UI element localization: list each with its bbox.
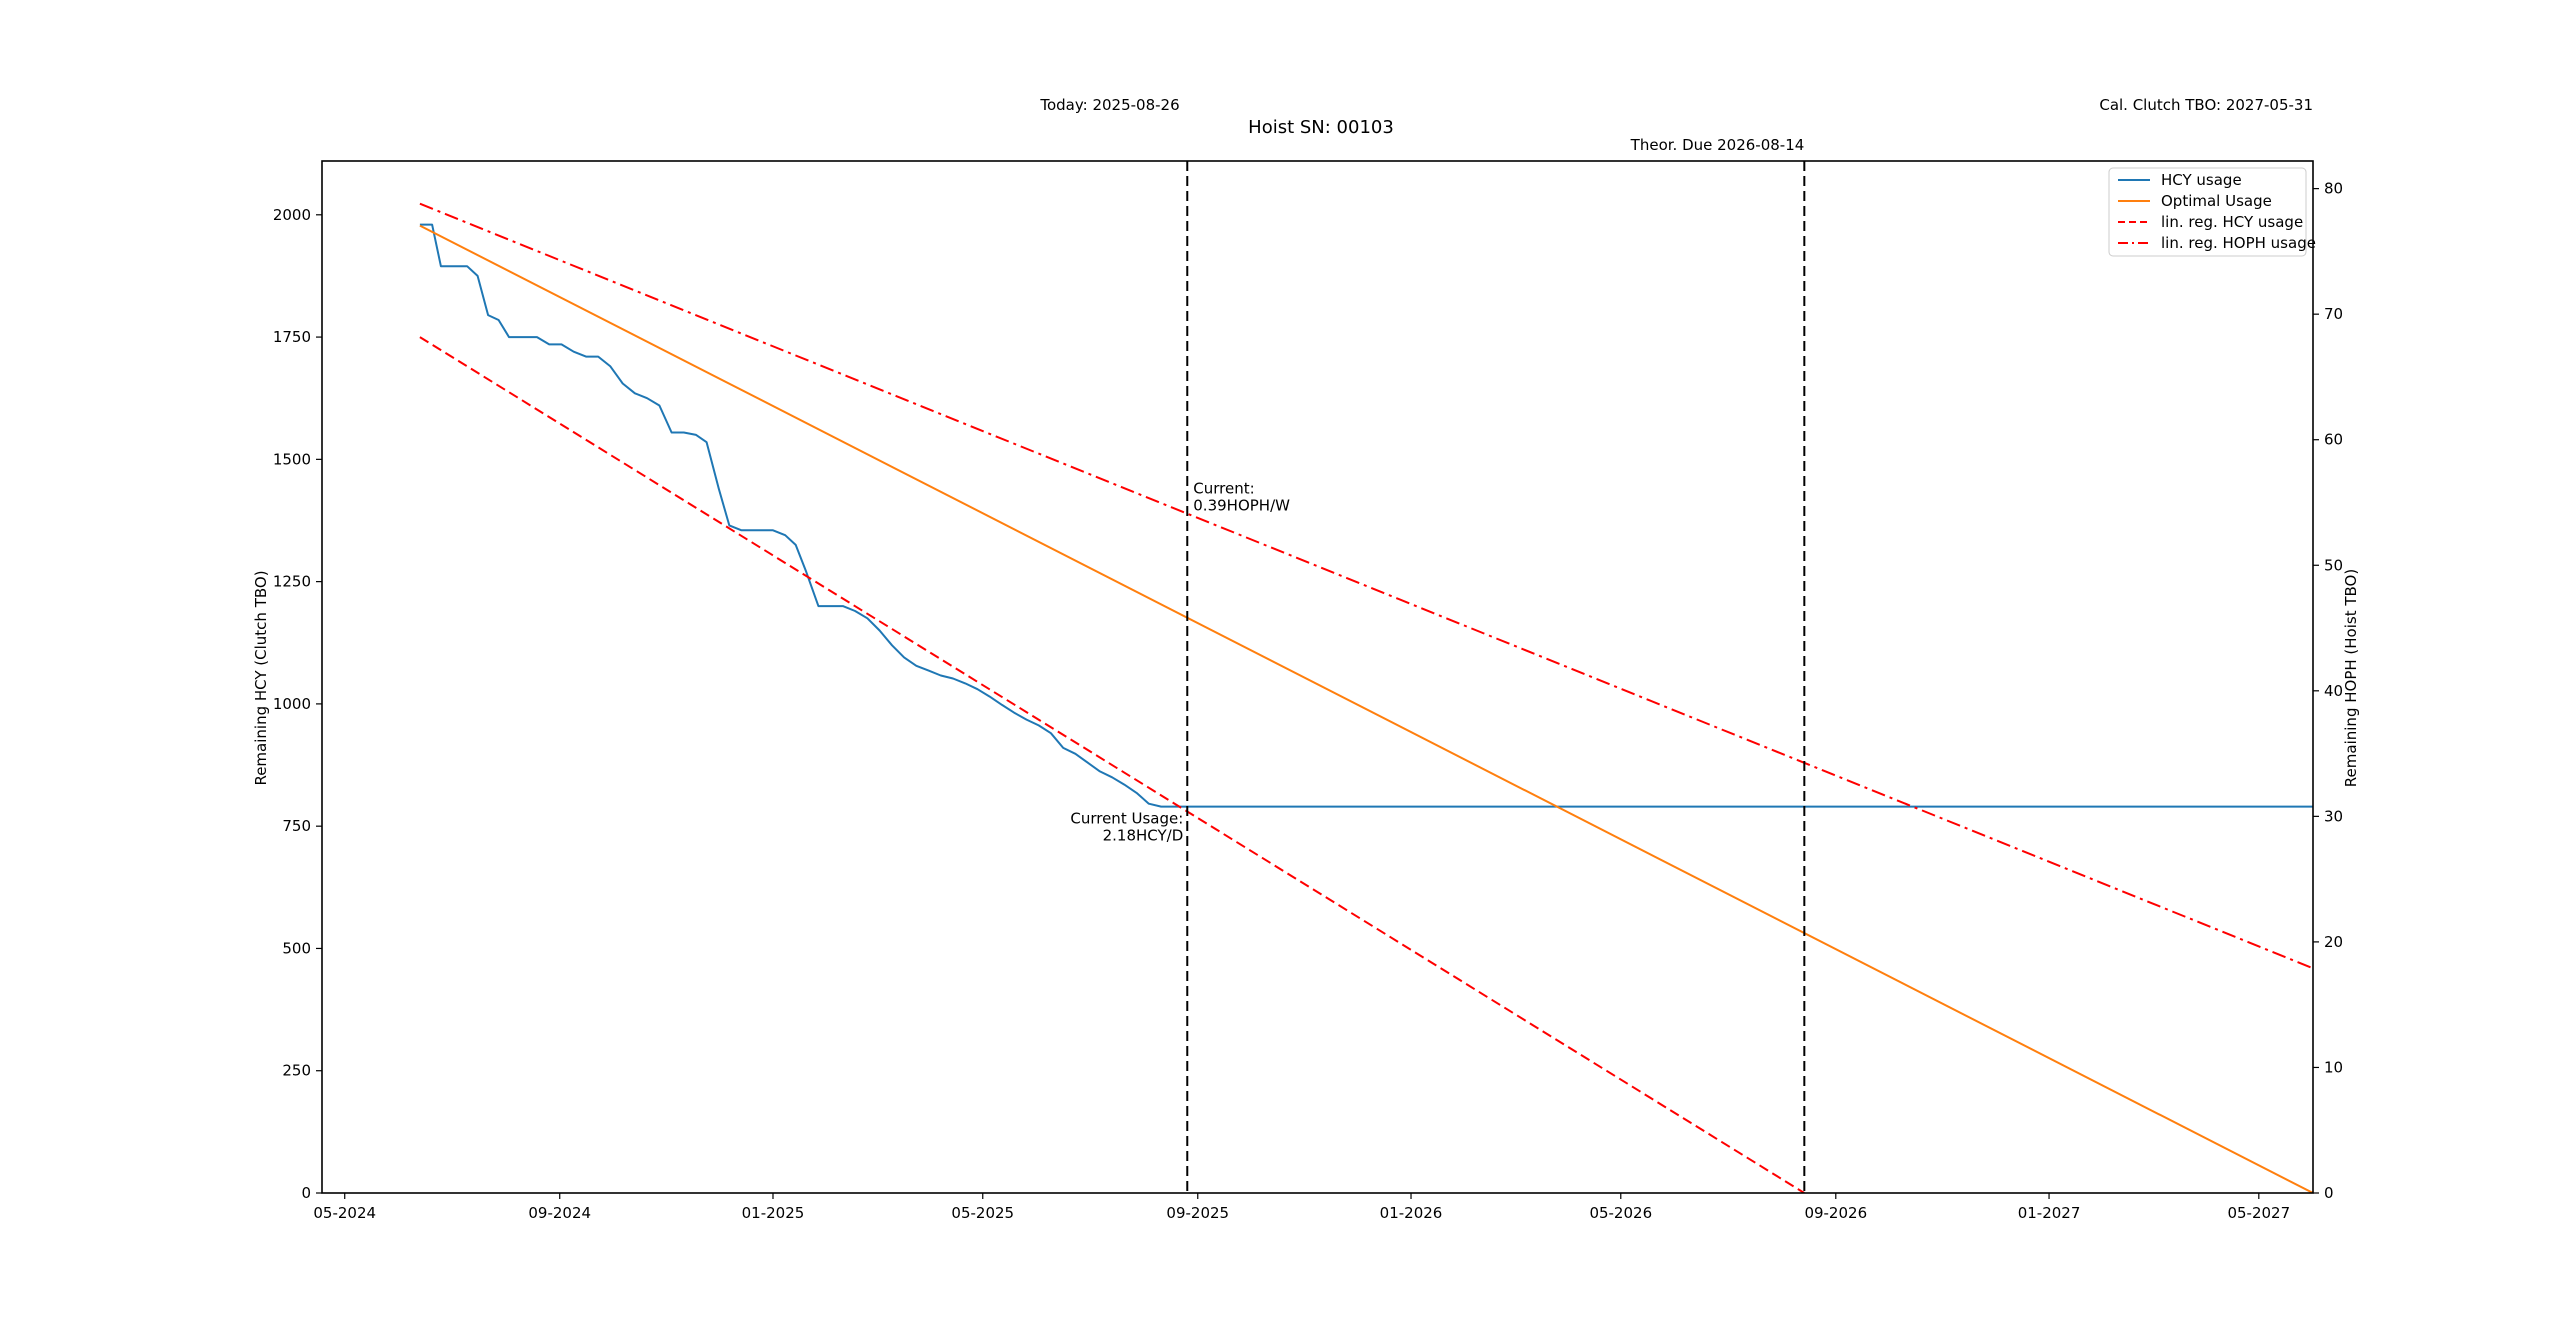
y2-tick-label: 80 [2324,180,2343,198]
legend-label-2: lin. reg. HCY usage [2161,213,2303,231]
x-tick-label: 05-2026 [1589,1204,1652,1222]
x-tick-label: 01-2025 [742,1204,805,1222]
y-tick-label: 1750 [273,328,311,346]
x-tick-label: 09-2026 [1804,1204,1867,1222]
axis-ticks: 05-2024 09-2024 01-2025 05-2025 09-2025 01-20… [273,180,2343,1222]
y2-axis-label: Remaining HOPH (Hoist TBO) [2342,569,2360,787]
vline-label: Theor. Due 2026-08-14 [1630,136,1805,154]
series-line-1 [419,224,2313,1193]
series-layer [419,202,2313,1193]
y2-tick-label: 10 [2324,1058,2343,1076]
y2-tick-label: 70 [2324,305,2343,323]
y-tick-label: 1000 [273,695,311,713]
plot-frame [321,160,2314,1194]
header-today: Today: 2025-08-26 [1039,96,1179,114]
y-axis-label: Remaining HCY (Clutch TBO) [252,570,270,785]
series-line-2 [419,336,1805,1193]
x-tick-label: 01-2027 [2018,1204,2081,1222]
y2-tick-label: 60 [2324,431,2343,449]
x-tick-label: 09-2024 [528,1204,591,1222]
annotation-layer: Current: 0.39HOPH/W Current Usage:2.18HCY… [1070,480,1290,845]
x-tick-label: 09-2025 [1166,1204,1229,1222]
legend-label-0: HCY usage [2161,171,2242,189]
annotation-text: Current Usage: [1070,810,1183,828]
y-tick-label: 1250 [273,573,311,591]
y-tick-label: 750 [282,817,311,835]
y2-tick-label: 50 [2324,556,2343,574]
y-tick-label: 1500 [273,450,311,468]
legend-box [2108,167,2307,257]
legend: HCY usage Optimal Usage lin. reg. HCY usag… [2108,167,2316,257]
y-tick-label: 2000 [273,206,311,224]
chart-title: Hoist SN: 00103 [1248,117,1394,138]
x-tick-label: 01-2026 [1380,1204,1443,1222]
legend-label-1: Optimal Usage [2161,192,2272,210]
annotation-text: 2.18HCY/D [1103,827,1184,845]
x-tick-label: 05-2024 [313,1204,376,1222]
series-line-0 [419,223,2313,808]
x-tick-label: 05-2027 [2227,1204,2290,1222]
x-tick-label: 05-2025 [951,1204,1014,1222]
header-clutch-tbo: Cal. Clutch TBO: 2027-05-31 [2099,96,2313,114]
y2-tick-label: 0 [2324,1184,2334,1202]
y2-tick-label: 40 [2324,682,2343,700]
vline-layer: Theor. Due 2026-08-14 [1186,136,1806,1193]
y-tick-label: 500 [282,939,311,957]
y-tick-label: 0 [301,1184,311,1202]
series-line-3 [419,202,2313,970]
y2-tick-label: 20 [2324,933,2343,951]
y2-tick-label: 30 [2324,807,2343,825]
y-tick-label: 250 [282,1062,311,1080]
legend-label-3: lin. reg. HOPH usage [2161,234,2316,252]
annotation-text: Current: [1193,480,1254,498]
annotation-text: 0.39HOPH/W [1193,497,1290,515]
